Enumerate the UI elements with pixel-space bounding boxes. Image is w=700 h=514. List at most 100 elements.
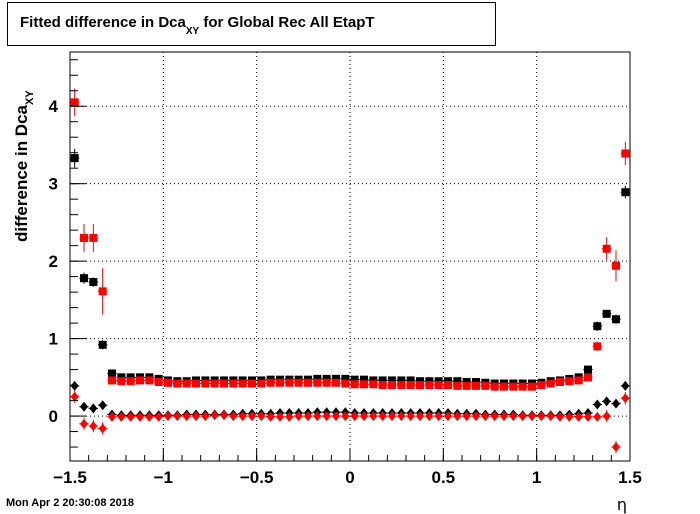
data-point-diamond <box>89 403 98 414</box>
data-point-square <box>556 377 564 386</box>
data-point-square <box>509 382 518 391</box>
data-point-square <box>126 377 135 386</box>
data-point-square <box>285 378 294 387</box>
data-point-square <box>80 274 88 283</box>
data-point-diamond <box>500 411 508 422</box>
data-point-square <box>80 233 88 242</box>
data-point-diamond <box>593 411 602 422</box>
timestamp: Mon Apr 2 20:30:08 2018 <box>6 497 134 509</box>
data-point-square <box>117 377 126 386</box>
x-tick-label: −0.5 <box>240 468 274 487</box>
data-point-square <box>70 98 79 107</box>
data-point-diamond <box>154 411 163 422</box>
data-point-square <box>481 381 490 390</box>
data-point-square <box>593 322 602 331</box>
data-point-square <box>388 376 396 385</box>
y-tick-label: 2 <box>49 252 58 271</box>
data-point-square <box>136 376 144 385</box>
data-point-diamond <box>602 396 611 407</box>
data-point-diamond <box>80 401 88 412</box>
data-point-diamond <box>434 411 443 422</box>
data-point-square <box>164 378 172 387</box>
data-point-square <box>360 380 368 389</box>
data-point-square <box>378 381 387 390</box>
x-tick-label: −1.5 <box>53 468 87 487</box>
data-point-square <box>182 379 191 388</box>
title-rest: for Global Rec All EtapT <box>203 14 375 31</box>
data-point-square <box>89 278 98 287</box>
data-point-diamond <box>108 411 116 422</box>
data-point-square <box>341 374 350 383</box>
data-point-square <box>593 342 602 351</box>
data-point-square <box>602 309 611 318</box>
data-point-square <box>425 381 434 390</box>
data-point-square <box>313 378 322 387</box>
data-point-square <box>397 376 406 385</box>
data-point-diamond <box>369 411 378 422</box>
x-tick-label: −1 <box>154 468 173 487</box>
data-point-diamond <box>294 411 303 422</box>
data-point-square <box>416 381 424 390</box>
data-point-diamond <box>98 423 107 434</box>
data-point-square <box>565 377 574 386</box>
data-point-diamond <box>490 411 499 422</box>
y-tick-label: 3 <box>49 175 58 194</box>
data-point-diamond <box>304 411 312 422</box>
data-point-diamond <box>313 411 322 422</box>
y-tick-label: 0 <box>49 407 58 426</box>
data-point-square <box>173 379 182 388</box>
data-point-diamond <box>70 391 79 402</box>
chart-title-box: Fitted difference in DcaXY for Global Re… <box>7 2 496 46</box>
data-point-square <box>462 381 471 390</box>
data-point-square <box>276 378 284 387</box>
y-axis-label-subscript: XY <box>24 90 36 105</box>
data-point-square <box>490 382 499 391</box>
title-subscript: XY <box>185 26 200 37</box>
data-point-diamond <box>593 399 602 410</box>
data-point-diamond <box>126 411 135 422</box>
data-point-diamond <box>397 411 406 422</box>
data-point-diamond <box>229 411 238 422</box>
y-tick-label: 1 <box>49 330 58 349</box>
data-point-diamond <box>621 380 630 391</box>
x-axis-label: η <box>617 495 627 514</box>
data-point-square <box>388 381 396 390</box>
data-point-diamond <box>182 411 191 422</box>
data-point-diamond <box>565 411 574 422</box>
data-point-diamond <box>602 411 611 422</box>
data-point-diamond <box>509 411 518 422</box>
data-point-square <box>98 340 107 349</box>
data-point-square <box>453 381 462 390</box>
data-point-square <box>304 378 312 387</box>
data-point-square <box>108 369 116 378</box>
data-point-diamond <box>350 411 359 422</box>
data-point-square <box>397 381 406 390</box>
data-point-square <box>406 381 415 390</box>
data-point-square <box>192 379 200 388</box>
data-point-square <box>238 379 247 388</box>
data-point-diamond <box>248 411 256 422</box>
data-point-square <box>201 379 210 388</box>
data-point-square <box>229 379 238 388</box>
data-point-diamond <box>528 411 536 422</box>
data-point-diamond <box>378 411 387 422</box>
data-point-diamond <box>238 411 247 422</box>
data-point-square <box>154 377 163 386</box>
data-point-diamond <box>117 411 126 422</box>
data-point-square <box>341 379 350 388</box>
data-point-diamond <box>89 421 98 432</box>
x-tick-label: 0 <box>345 468 354 487</box>
data-point-square <box>360 375 368 384</box>
data-point-diamond <box>621 393 630 404</box>
data-point-square <box>584 373 592 382</box>
chart-title: Fitted difference in DcaXY for Global Re… <box>20 14 375 37</box>
data-point-diamond <box>388 411 396 422</box>
data-point-diamond <box>220 410 228 421</box>
data-point-diamond <box>332 411 340 422</box>
data-point-square <box>612 315 620 324</box>
y-axis-label-main: difference in Dca <box>12 104 31 242</box>
data-point-diamond <box>164 411 172 422</box>
data-point-diamond <box>360 411 368 422</box>
data-point-square <box>444 381 452 390</box>
